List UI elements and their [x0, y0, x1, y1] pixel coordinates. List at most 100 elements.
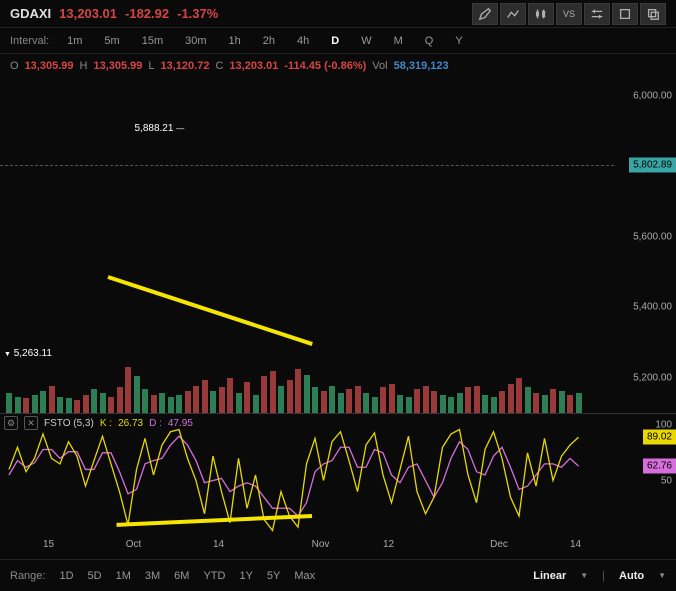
- interval-2h[interactable]: 2h: [259, 33, 279, 49]
- scale-row: Linear ▼ | Auto ▼: [533, 570, 666, 582]
- volume-bar: [83, 395, 89, 413]
- interval-30m[interactable]: 30m: [181, 33, 210, 49]
- settings-sliders-icon[interactable]: [584, 3, 610, 25]
- x-tick: 12: [383, 539, 394, 550]
- ohlc-low-label: L: [148, 60, 154, 72]
- volume-bar: [516, 378, 522, 413]
- y-tick: 5,600.00: [633, 231, 672, 242]
- range-YTD[interactable]: YTD: [203, 570, 225, 582]
- volume-bar: [134, 376, 140, 413]
- fullscreen-icon[interactable]: [612, 3, 638, 25]
- volume-bar: [389, 384, 395, 413]
- draw-pencil-icon[interactable]: [472, 3, 498, 25]
- volume-bar: [338, 393, 344, 413]
- price-chart[interactable]: 5,888.21 —▼ 5,263.11 6,000.005,800.005,6…: [0, 78, 676, 413]
- footer-bar: Range: 1D5D1M3M6MYTD1Y5YMax Linear ▼ | A…: [0, 559, 676, 591]
- indicator-d-label: D :: [149, 418, 162, 429]
- trendline-icon[interactable]: [500, 3, 526, 25]
- candlestick-icon[interactable]: [528, 3, 554, 25]
- volume-bar: [406, 397, 412, 414]
- interval-Q[interactable]: Q: [421, 33, 438, 49]
- range-5Y[interactable]: 5Y: [267, 570, 280, 582]
- ohlc-vol-label: Vol: [372, 60, 387, 72]
- volume-bar: [108, 397, 114, 414]
- copy-icon[interactable]: [640, 3, 666, 25]
- peak-label: 5,888.21 —: [135, 123, 185, 134]
- volume-bar: [363, 393, 369, 413]
- volume-bar: [287, 380, 293, 413]
- volume-bar: [142, 389, 148, 413]
- indicator-value-tag: 89.02: [643, 430, 676, 445]
- interval-D[interactable]: D: [327, 33, 343, 49]
- volume-bar: [74, 400, 80, 413]
- interval-W[interactable]: W: [357, 33, 375, 49]
- ticker-change: -182.92: [125, 6, 169, 21]
- indicator-y-tick: 50: [661, 475, 672, 486]
- ticker-symbol[interactable]: GDAXI: [10, 6, 51, 21]
- ohlc-low: 13,120.72: [161, 60, 210, 72]
- volume-bar: [312, 387, 318, 413]
- volume-bar: [32, 395, 38, 413]
- range-row: Range: 1D5D1M3M6MYTD1Y5YMax: [10, 570, 315, 582]
- indicator-value-tag: 62.76: [643, 459, 676, 474]
- interval-Y[interactable]: Y: [451, 33, 466, 49]
- volume-bar: [440, 395, 446, 413]
- ticker-row: GDAXI 13,203.01 -182.92 -1.37%: [10, 6, 218, 21]
- volume-bar: [355, 386, 361, 414]
- ticker-change-pct: -1.37%: [177, 6, 218, 21]
- interval-1m[interactable]: 1m: [63, 33, 86, 49]
- range-3M[interactable]: 3M: [145, 570, 160, 582]
- x-tick: 14: [570, 539, 581, 550]
- volume-bar: [278, 386, 284, 414]
- volume-bar: [40, 391, 46, 413]
- volume-bar: [202, 380, 208, 413]
- interval-4h[interactable]: 4h: [293, 33, 313, 49]
- volume-bar: [125, 367, 131, 413]
- indicator-k-value: 26.73: [118, 418, 143, 429]
- current-price-tag: 5,802.89: [629, 158, 676, 173]
- ohlc-row: O 13,305.99 H 13,305.99 L 13,120.72 C 13…: [0, 54, 676, 78]
- volume-bar: [533, 393, 539, 413]
- volume-bar: [23, 398, 29, 413]
- indicator-d-value: 47.95: [168, 418, 193, 429]
- ohlc-vol: 58,319,123: [394, 60, 449, 72]
- y-tick: 6,000.00: [633, 90, 672, 101]
- volume-bar: [542, 395, 548, 413]
- indicator-settings-icon[interactable]: ⚙: [4, 416, 18, 430]
- range-1Y[interactable]: 1Y: [239, 570, 252, 582]
- interval-1h[interactable]: 1h: [225, 33, 245, 49]
- volume-bar: [253, 395, 259, 413]
- interval-5m[interactable]: 5m: [100, 33, 123, 49]
- volume-bar: [423, 386, 429, 414]
- interval-15m[interactable]: 15m: [138, 33, 167, 49]
- range-1M[interactable]: 1M: [116, 570, 131, 582]
- ticker-price: 13,203.01: [59, 6, 117, 21]
- ohlc-high: 13,305.99: [93, 60, 142, 72]
- volume-bar: [66, 398, 72, 413]
- ohlc-close-label: C: [215, 60, 223, 72]
- indicator-chart[interactable]: ⚙ ✕ FSTO (5,3) K : 26.73 D : 47.95 10050…: [0, 413, 676, 535]
- vs-compare-icon[interactable]: VS: [556, 3, 582, 25]
- volume-bar: [321, 391, 327, 413]
- volume-bar: [491, 397, 497, 414]
- indicator-header: ⚙ ✕ FSTO (5,3) K : 26.73 D : 47.95: [4, 416, 193, 430]
- volume-bar: [372, 397, 378, 414]
- volume-bar: [91, 389, 97, 413]
- indicator-k-label: K :: [100, 418, 112, 429]
- ohlc-change: -114.45 (-0.86%): [284, 60, 366, 72]
- range-5D[interactable]: 5D: [88, 570, 102, 582]
- scale-auto-button[interactable]: Auto: [619, 570, 644, 582]
- volume-bar: [168, 397, 174, 414]
- volume-bar: [151, 395, 157, 413]
- indicator-close-icon[interactable]: ✕: [24, 416, 38, 430]
- volume-bar: [346, 389, 352, 413]
- range-6M[interactable]: 6M: [174, 570, 189, 582]
- x-tick: 15: [43, 539, 54, 550]
- interval-M[interactable]: M: [390, 33, 407, 49]
- scale-linear-button[interactable]: Linear: [533, 570, 566, 582]
- range-Max[interactable]: Max: [294, 570, 315, 582]
- ohlc-high-label: H: [80, 60, 88, 72]
- trendline[interactable]: [107, 276, 312, 347]
- range-1D[interactable]: 1D: [59, 570, 73, 582]
- volume-bar: [397, 395, 403, 413]
